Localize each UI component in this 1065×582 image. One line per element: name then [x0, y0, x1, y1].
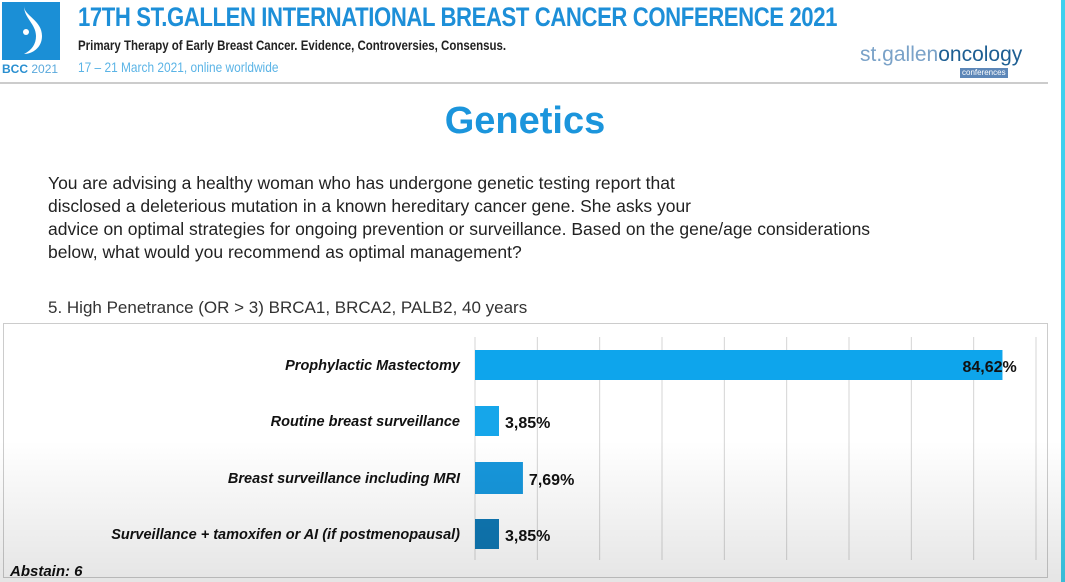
chart-frame — [3, 323, 1048, 578]
edge-strip — [1061, 0, 1065, 582]
category-label: Routine breast surveillance — [271, 414, 460, 430]
logo-year: BCC 2021 — [2, 62, 59, 76]
abstain-count: Abstain: 6 — [9, 563, 83, 580]
breast-drop-icon — [23, 6, 42, 54]
category-label: Surveillance + tamoxifen or AI (if postm… — [111, 527, 460, 543]
data-label: 84,62% — [962, 359, 1016, 376]
category-label: Breast surveillance including MRI — [228, 471, 461, 487]
bcc-logo — [2, 2, 60, 60]
question-text: You are advising a healthy woman who has… — [48, 173, 871, 262]
conference-title: 17TH ST.GALLEN INTERNATIONAL BREAST CANC… — [78, 2, 838, 32]
slide-title: Genetics — [444, 100, 606, 142]
brand-conferences-tag: conferences — [960, 68, 1008, 78]
stgallen-oncology-logo: st.gallenoncology — [860, 43, 1023, 66]
data-label: 3,85% — [505, 415, 550, 432]
conference-subtitle: Primary Therapy of Early Breast Cancer. … — [78, 37, 507, 53]
bar — [475, 519, 499, 549]
bar — [475, 350, 1003, 380]
header-divider — [0, 82, 1048, 84]
data-label: 3,85% — [505, 528, 550, 545]
bar — [475, 462, 523, 494]
category-label: Prophylactic Mastectomy — [285, 358, 461, 374]
data-label: 7,69% — [529, 472, 574, 489]
conference-dates: 17 – 21 March 2021, online worldwide — [78, 59, 279, 75]
bar — [475, 406, 499, 436]
subquestion: 5. High Penetrance (OR > 3) BRCA1, BRCA2… — [48, 298, 528, 317]
